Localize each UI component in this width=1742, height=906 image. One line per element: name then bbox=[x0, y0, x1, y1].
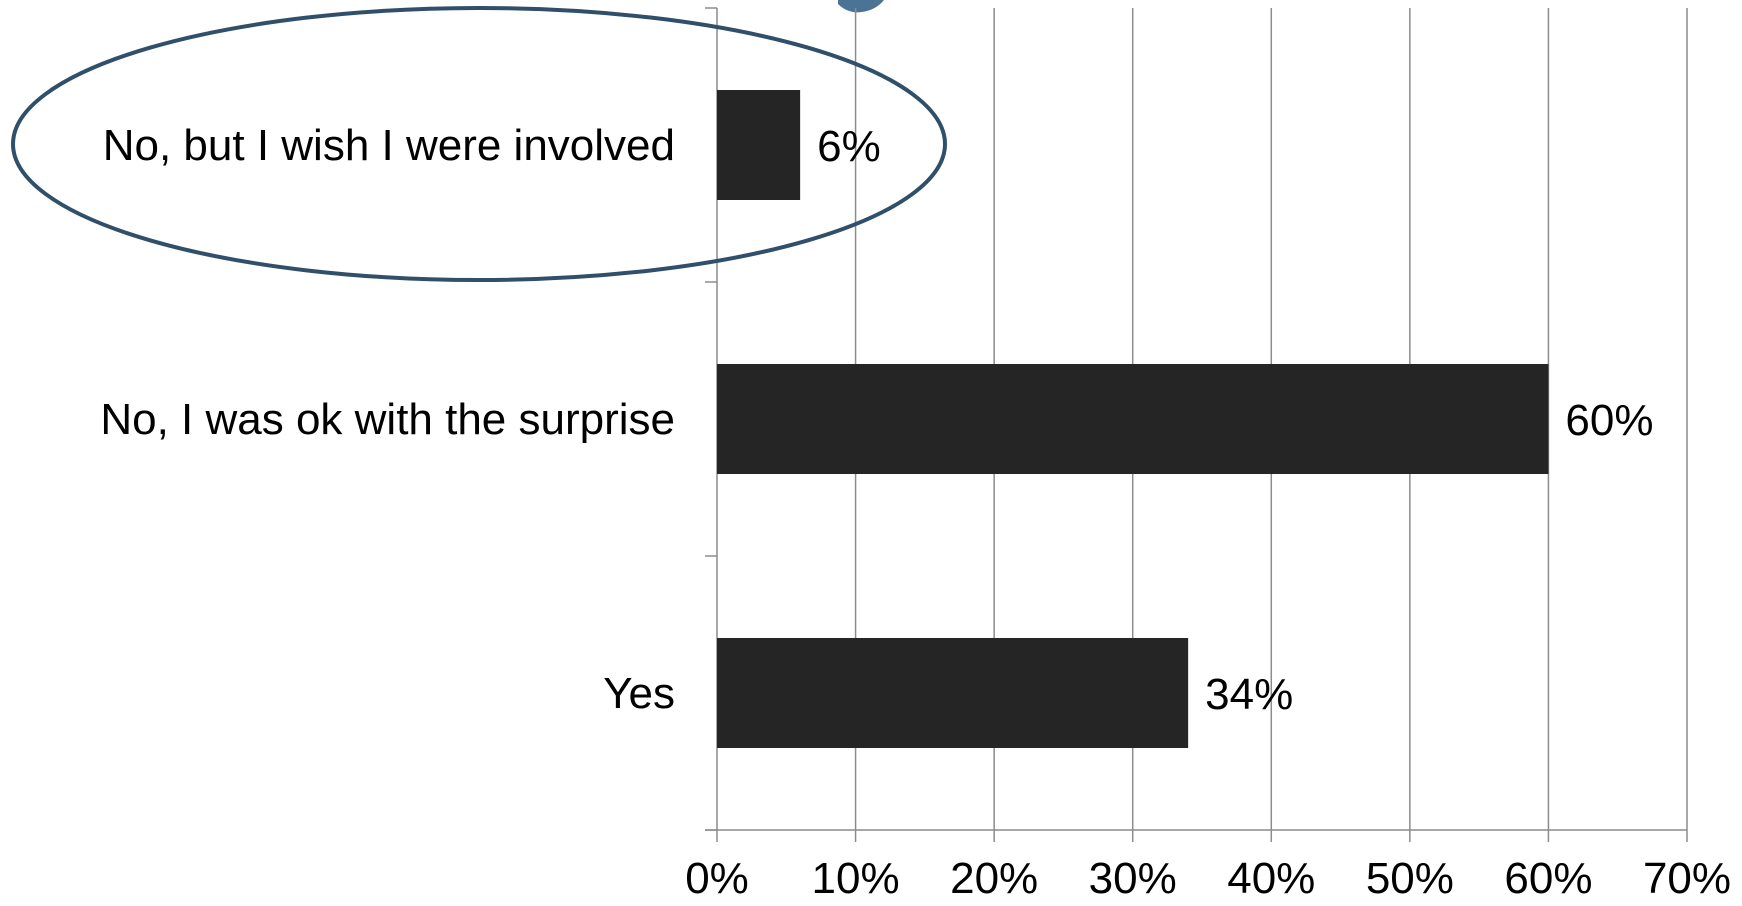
data-label: 34% bbox=[1205, 670, 1293, 719]
cropped-title-fragment bbox=[838, 0, 884, 13]
x-tick-label: 70% bbox=[1643, 854, 1731, 903]
category-label: No, I was ok with the surprise bbox=[100, 395, 675, 444]
x-tick-label: 40% bbox=[1227, 854, 1315, 903]
category-label: Yes bbox=[603, 669, 675, 718]
labels: 0% 10% 20% 30% 40% 50% 60% 70% No, but I wish I … bbox=[100, 121, 1731, 903]
data-label: 60% bbox=[1565, 396, 1653, 445]
x-tick-label: 0% bbox=[685, 854, 749, 903]
bar bbox=[717, 364, 1549, 474]
x-tick-label: 20% bbox=[950, 854, 1038, 903]
x-tick-label: 10% bbox=[812, 854, 900, 903]
highlight-ellipse bbox=[11, 6, 947, 282]
highlight bbox=[11, 6, 947, 282]
bar bbox=[717, 90, 801, 200]
x-tick-label: 30% bbox=[1089, 854, 1177, 903]
x-tick-label: 50% bbox=[1366, 854, 1454, 903]
x-tick-label: 60% bbox=[1504, 854, 1592, 903]
data-label: 6% bbox=[817, 122, 881, 171]
bar bbox=[717, 638, 1189, 748]
category-label: No, but I wish I were involved bbox=[103, 121, 675, 170]
bars bbox=[717, 90, 1549, 748]
